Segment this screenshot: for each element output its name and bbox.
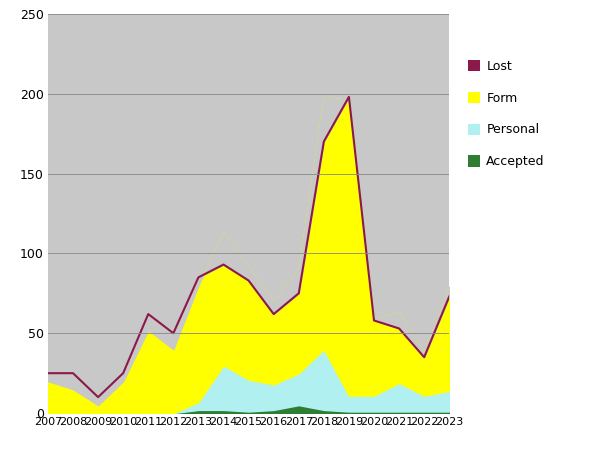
- Legend: Lost, Form, Personal, Accepted: Lost, Form, Personal, Accepted: [468, 60, 544, 168]
